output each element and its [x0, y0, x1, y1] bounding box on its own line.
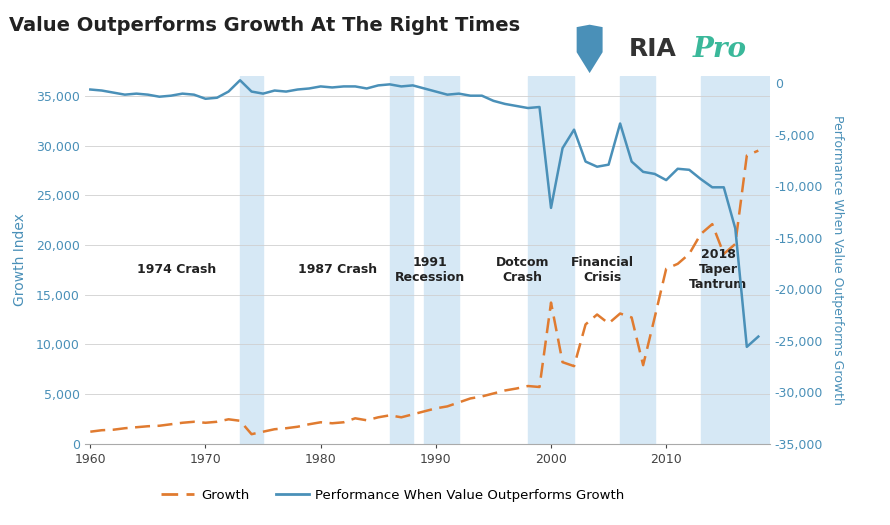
- Bar: [425, 76, 459, 444]
- Y-axis label: Growth Index: Growth Index: [13, 214, 28, 306]
- Bar: [620, 76, 655, 444]
- Text: Pro: Pro: [692, 36, 747, 63]
- Text: 2018
Taper
Tantrum: 2018 Taper Tantrum: [689, 248, 747, 291]
- Text: • • •: • • •: [578, 44, 601, 54]
- Text: 1991
Recession: 1991 Recession: [395, 256, 465, 284]
- Text: 1987 Crash: 1987 Crash: [298, 264, 377, 276]
- Y-axis label: Performance When Value Outperforms Growth: Performance When Value Outperforms Growt…: [831, 115, 844, 405]
- Bar: [528, 76, 574, 444]
- Bar: [390, 76, 413, 444]
- Text: Dotcom
Crash: Dotcom Crash: [496, 256, 549, 284]
- Bar: [240, 76, 263, 444]
- Text: RIA: RIA: [628, 37, 676, 61]
- Text: Value Outperforms Growth At The Right Times: Value Outperforms Growth At The Right Ti…: [9, 16, 520, 35]
- Bar: [700, 76, 770, 444]
- Text: 1974 Crash: 1974 Crash: [137, 264, 216, 276]
- Legend: Growth, Performance When Value Outperforms Growth: Growth, Performance When Value Outperfor…: [156, 484, 630, 507]
- Text: Financial
Crisis: Financial Crisis: [571, 256, 635, 284]
- PathPatch shape: [576, 24, 603, 75]
